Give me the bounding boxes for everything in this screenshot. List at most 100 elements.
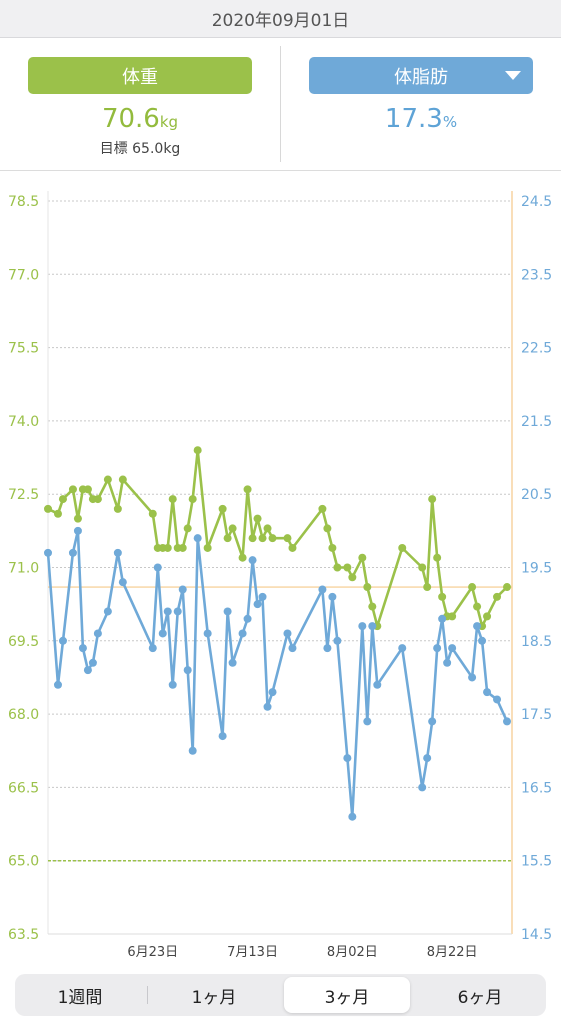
weight-data-point [183,524,192,533]
weight-data-point [493,592,502,601]
right-axis-tick-label: 14.5 [521,927,552,943]
body-fat-data-point [118,578,127,587]
body-fat-data-point [418,783,427,792]
weight-value: 70.6kg [0,104,280,134]
weight-data-point [268,534,277,543]
body-fat-data-point [358,622,367,631]
body-fat-data-point [68,548,77,557]
body-fat-data-point [478,636,487,645]
left-axis-tick-label: 65.0 [8,854,39,870]
weight-data-point [53,509,62,518]
body-fat-data-point [218,732,227,741]
tab-1-month[interactable]: 1ヶ月 [151,977,277,1013]
date-header: 2020年09月01日 [0,0,561,38]
body-fat-data-point [258,592,267,601]
right-axis-tick-label: 18.5 [521,634,552,650]
right-axis-tick-label: 16.5 [521,780,552,796]
weight-data-point [193,446,202,455]
weight-data-point [448,612,457,621]
body-fat-data-point [438,614,447,623]
weight-data-point [398,543,407,552]
weight-data-point [348,573,357,582]
weight-data-point [283,534,292,543]
weight-data-point [288,543,297,552]
weight-data-point [263,524,272,533]
left-axis-tick-label: 66.5 [8,780,39,796]
right-axis-tick-label: 19.5 [521,561,552,577]
weight-data-point [473,602,482,611]
body-fat-data-point [493,695,502,704]
body-fat-data-point [243,614,252,623]
weight-data-point [468,583,477,592]
weight-fat-chart[interactable]: 78.5 77.0 75.5 74.0 72.5 71.0 69.5 68.0 66.5 65.0… [0,171,561,966]
weight-series-line [47,448,508,628]
weight-data-point [93,495,102,504]
summary-panel: 体重 70.6kg 目標 65.0kg 体脂肪 17.3% [0,38,561,171]
body-fat-dropdown[interactable]: 体脂肪 [309,57,533,94]
weight-data-point [258,534,267,543]
body-fat-data-point [83,666,92,675]
body-fat-data-point [368,622,377,631]
weight-data-point [113,504,122,513]
body-fat-data-point [238,629,247,638]
left-axis-tick-label: 68.0 [8,707,39,723]
weight-data-point [44,504,52,513]
body-fat-data-point [153,563,162,572]
right-axis-tick-label: 21.5 [521,414,552,430]
weight-data-point [253,514,262,523]
body-fat-data-point [78,644,87,653]
weight-data-point [503,583,512,592]
tab-6-months[interactable]: 6ヶ月 [417,977,543,1013]
body-fat-data-point [283,629,292,638]
body-fat-data-point [333,636,342,645]
body-fat-data-point [373,680,382,689]
body-fat-data-point [323,644,332,653]
right-axis-tick-label: 23.5 [521,267,552,283]
right-axis-tick-label: 17.5 [521,707,552,723]
body-fat-data-point [268,688,277,697]
body-fat-value: 17.3% [281,104,561,134]
tab-3-months[interactable]: 3ヶ月 [284,977,410,1013]
x-tick-label: 7月13日 [227,945,278,960]
right-axis-tick-label: 20.5 [521,487,552,503]
weight-value-number: 70.6 [101,104,160,134]
body-fat-data-point [148,644,157,653]
body-fat-data-point [263,702,272,711]
weight-data-point [238,553,247,562]
left-axis-tick-label: 78.5 [8,194,39,210]
weight-data-point [168,495,177,504]
x-tick-label: 8月22日 [427,945,478,960]
body-fat-data-point [248,556,257,565]
weight-data-point [343,563,352,572]
weight-data-point [83,485,92,494]
weight-data-point [318,504,327,513]
weight-data-point [218,504,227,513]
left-axis-tick-label: 71.0 [8,561,39,577]
weight-data-point [433,553,442,562]
weight-data-point [223,534,232,543]
weight-button[interactable]: 体重 [28,57,252,94]
body-fat-data-point [503,717,512,726]
left-axis-tick-label: 77.0 [8,267,39,283]
weight-data-point [423,583,432,592]
weight-data-point [248,534,257,543]
body-fat-dropdown-label: 体脂肪 [394,66,448,88]
body-fat-unit: % [442,113,458,131]
weight-data-point [178,543,187,552]
weight-data-point [73,514,82,523]
weight-data-point [148,509,157,518]
body-fat-data-point [443,658,452,667]
body-fat-data-point [223,607,232,616]
weight-data-point [243,485,252,494]
left-axis-tick-label: 75.5 [8,341,39,357]
weight-data-point [118,475,127,484]
body-fat-data-point [228,658,237,667]
left-axis-tick-label: 63.5 [8,927,39,943]
tab-1-week[interactable]: 1週間 [17,977,143,1013]
body-fat-data-point [363,717,372,726]
goal-weight: 目標 65.0kg [0,138,280,158]
body-fat-data-point [423,754,432,763]
weight-data-point [483,612,492,621]
body-fat-data-point [253,600,262,609]
left-axis-tick-label: 72.5 [8,487,39,503]
